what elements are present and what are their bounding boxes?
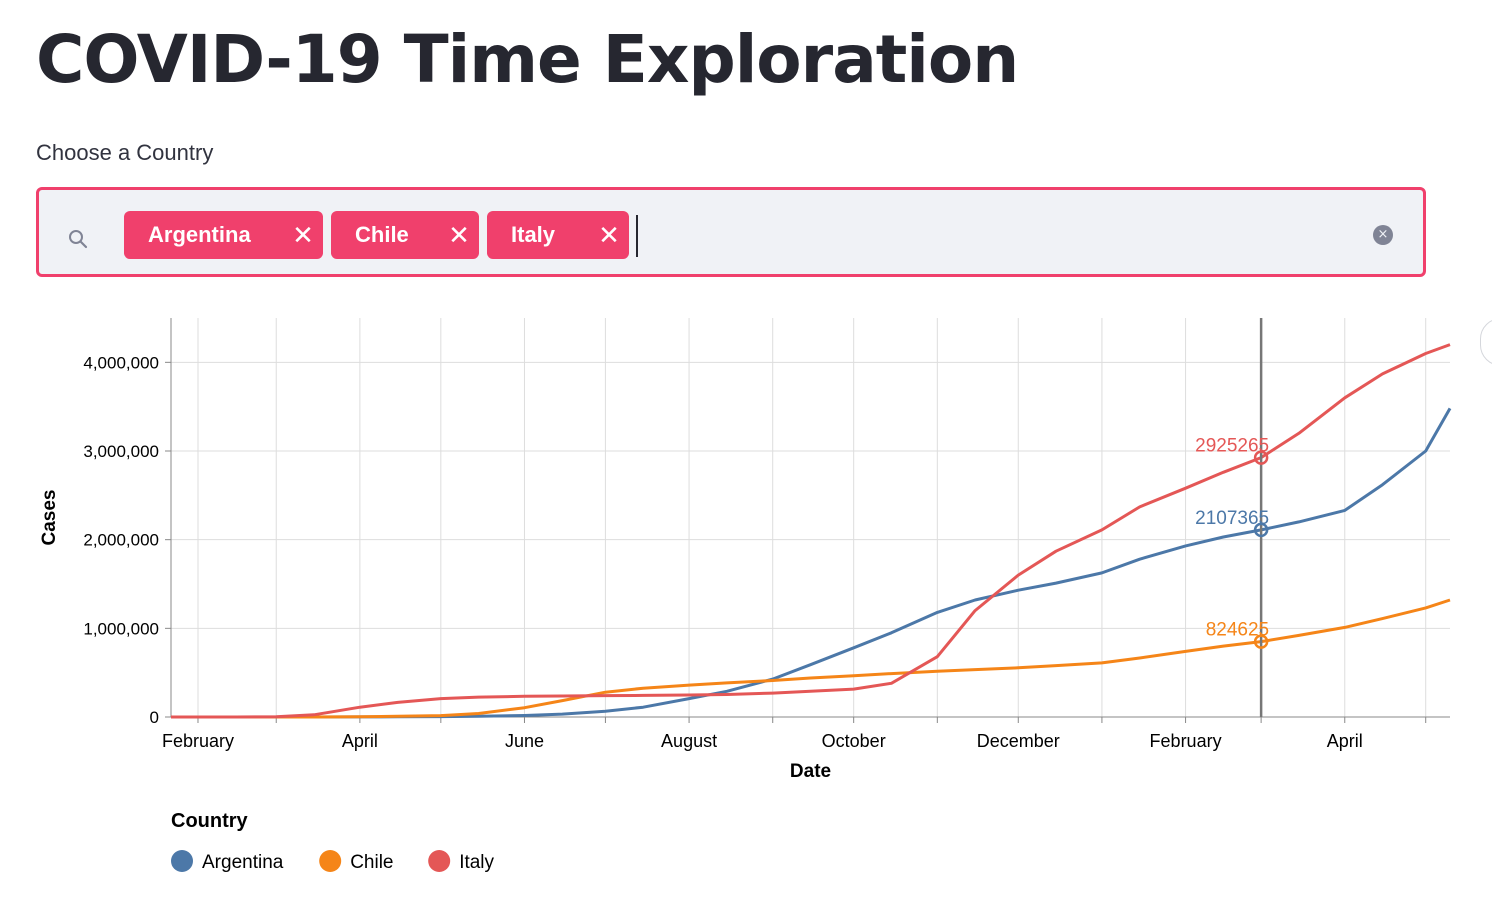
- legend-swatch-italy: [428, 850, 451, 872]
- hover-point-argentina: [1253, 522, 1269, 538]
- hover-point-italy: [1253, 450, 1269, 465]
- x-tick-label: April: [1327, 731, 1363, 751]
- country-select-label: Choose a Country: [36, 140, 214, 165]
- legend-label-chile: Chile: [350, 852, 393, 873]
- x-tick-label: February: [162, 731, 234, 751]
- selected-tag-italy: Italy ✕: [487, 211, 629, 259]
- series-line-italy[interactable]: [171, 343, 1451, 719]
- text-cursor[interactable]: [636, 215, 638, 257]
- hover-point-chile: [1253, 634, 1269, 649]
- legend-label-italy: Italy: [459, 852, 494, 873]
- legend-label-argentina: Argentina: [202, 852, 284, 873]
- y-tick-label: 1,000,000: [83, 619, 159, 638]
- clear-all-icon[interactable]: ×: [1373, 225, 1393, 245]
- remove-argentina-icon[interactable]: ✕: [292, 219, 314, 250]
- y-tick-label: 4,000,000: [83, 353, 159, 372]
- tag-label: Italy: [511, 222, 556, 247]
- selected-tag-chile: Chile ✕: [331, 211, 479, 259]
- selected-tag-argentina: Argentina ✕: [124, 211, 323, 259]
- x-tick-label: October: [822, 731, 886, 751]
- country-multiselect[interactable]: Argentina ✕ Chile ✕ Italy ✕ ×: [36, 187, 1426, 277]
- y-tick-label: 0: [150, 708, 159, 727]
- cases-line-chart[interactable]: 0 1,000,000 2,000,000 3,000,000 4,000,000 Feb…: [0, 300, 1492, 898]
- hover-value-chile: 824625: [1206, 620, 1269, 641]
- series-line-chile[interactable]: [171, 598, 1451, 719]
- legend-swatch-chile: [319, 850, 342, 872]
- x-tick-label: August: [661, 731, 717, 751]
- remove-italy-icon[interactable]: ✕: [598, 219, 620, 250]
- x-tick-label: June: [505, 731, 544, 751]
- legend-title: Country: [171, 810, 249, 832]
- y-tick-label: 2,000,000: [83, 531, 159, 550]
- page-title: COVID-19 Time Exploration: [36, 21, 1019, 98]
- x-tick-label: April: [342, 731, 378, 751]
- y-axis-title: Cases: [39, 490, 60, 546]
- x-tick-label: February: [1150, 731, 1222, 751]
- tag-label: Chile: [355, 222, 409, 247]
- hover-value-argentina: 2107365: [1195, 508, 1269, 529]
- remove-chile-icon[interactable]: ✕: [448, 219, 470, 250]
- x-axis-title: Date: [790, 761, 831, 782]
- x-tick-label: December: [977, 731, 1060, 751]
- legend-swatch-argentina: [171, 850, 193, 872]
- tag-label: Argentina: [148, 222, 251, 247]
- y-tick-label: 3,000,000: [83, 442, 159, 461]
- search-icon: [69, 230, 88, 249]
- hover-value-italy: 2925265: [1195, 436, 1269, 457]
